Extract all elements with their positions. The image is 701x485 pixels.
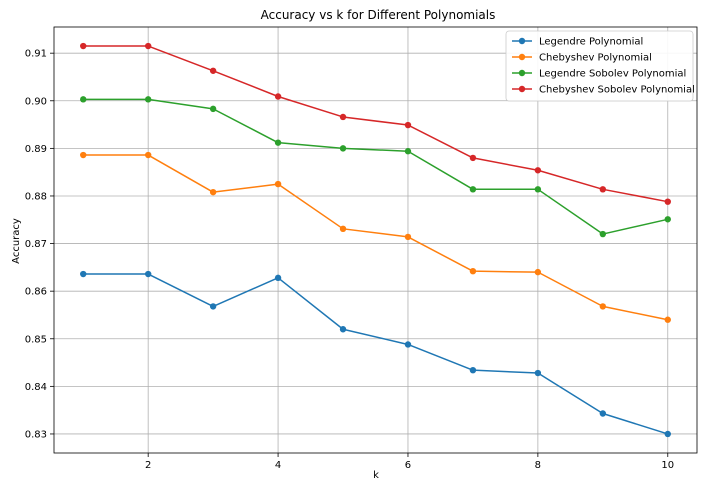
series-line	[83, 98, 668, 235]
data-point	[209, 188, 217, 196]
y-tick-label: 0.91	[25, 49, 47, 60]
x-tick-label: 10	[661, 460, 674, 471]
series-2	[80, 96, 671, 238]
data-point	[144, 151, 152, 159]
series-line	[83, 273, 668, 435]
y-tick-label: 0.87	[25, 239, 47, 250]
x-tick-label: 2	[145, 460, 151, 471]
data-point	[469, 154, 477, 162]
data-point	[209, 67, 217, 74]
legend: Legendre Polynomial Chebyshev Polynomial L…	[505, 30, 695, 102]
y-tick-label: 0.86	[25, 287, 47, 298]
data-point	[404, 341, 412, 348]
axis-ticks: 2 4 6 8 10 0.83 0.84 0.85 0.86 0.87 0.88 0.89 0.90 0.…	[25, 49, 674, 471]
data-point	[534, 186, 542, 193]
y-tick-label: 0.83	[25, 429, 47, 440]
data-point	[664, 216, 671, 223]
plot-frame	[53, 26, 698, 454]
series-layer	[80, 42, 671, 438]
data-point	[274, 274, 282, 282]
data-point	[209, 303, 217, 310]
data-point	[469, 366, 477, 374]
data-point	[274, 139, 282, 146]
data-point	[534, 167, 542, 174]
data-point	[80, 42, 87, 50]
y-tick-label: 0.89	[25, 144, 47, 155]
data-point	[664, 430, 671, 438]
data-point	[209, 105, 217, 113]
data-point	[339, 145, 347, 152]
data-point	[404, 233, 412, 241]
legend-marker	[518, 69, 526, 77]
y-tick-label: 0.88	[25, 191, 47, 202]
legend-marker	[518, 53, 526, 61]
y-tick-label: 0.90	[25, 96, 47, 107]
data-point	[664, 316, 671, 323]
data-point	[469, 267, 477, 275]
series-line	[83, 154, 668, 321]
y-tick-label: 0.85	[25, 334, 47, 345]
data-point	[274, 180, 282, 188]
legend-label: Chebyshev Sobolev Polynomial	[539, 85, 695, 96]
data-point	[339, 113, 347, 121]
data-point	[599, 230, 607, 238]
data-point	[534, 268, 542, 276]
series-1	[80, 151, 671, 323]
y-tick-label: 0.84	[25, 382, 47, 393]
x-tick-label: 8	[535, 460, 541, 471]
data-point	[664, 198, 671, 205]
series-line	[83, 45, 668, 203]
legend-label: Legendre Polynomial	[539, 37, 643, 48]
data-point	[144, 96, 152, 103]
data-point	[599, 186, 607, 193]
data-point	[80, 151, 87, 159]
x-tick-label: 4	[275, 460, 281, 471]
data-point	[80, 96, 87, 103]
data-point	[599, 410, 607, 417]
data-point	[144, 42, 152, 50]
legend-item: Legendre Polynomial	[512, 37, 643, 48]
data-point	[469, 186, 477, 193]
legend-item: Chebyshev Sobolev Polynomial	[512, 85, 695, 96]
series-0	[80, 270, 671, 438]
data-point	[339, 326, 347, 333]
data-point	[404, 148, 412, 155]
data-point	[404, 121, 412, 129]
legend-label: Chebyshev Polynomial	[539, 53, 652, 64]
data-point	[339, 225, 347, 233]
legend-item: Legendre Sobolev Polynomial	[512, 69, 686, 80]
data-point	[534, 369, 542, 377]
legend-box	[505, 30, 694, 102]
x-tick-label: 6	[405, 460, 411, 471]
legend-label: Legendre Sobolev Polynomial	[539, 69, 686, 80]
x-axis-label: k	[373, 470, 379, 481]
legend-item: Chebyshev Polynomial	[512, 53, 652, 64]
legend-marker	[518, 85, 526, 93]
legend-marker	[518, 37, 526, 45]
y-axis-label: Accuracy	[11, 218, 22, 264]
chart-title: Accuracy vs k for Different Polynomials	[261, 8, 496, 22]
data-point	[599, 303, 607, 310]
data-point	[80, 270, 87, 278]
series-3	[80, 42, 671, 205]
data-point	[274, 93, 282, 100]
data-point	[144, 270, 152, 278]
